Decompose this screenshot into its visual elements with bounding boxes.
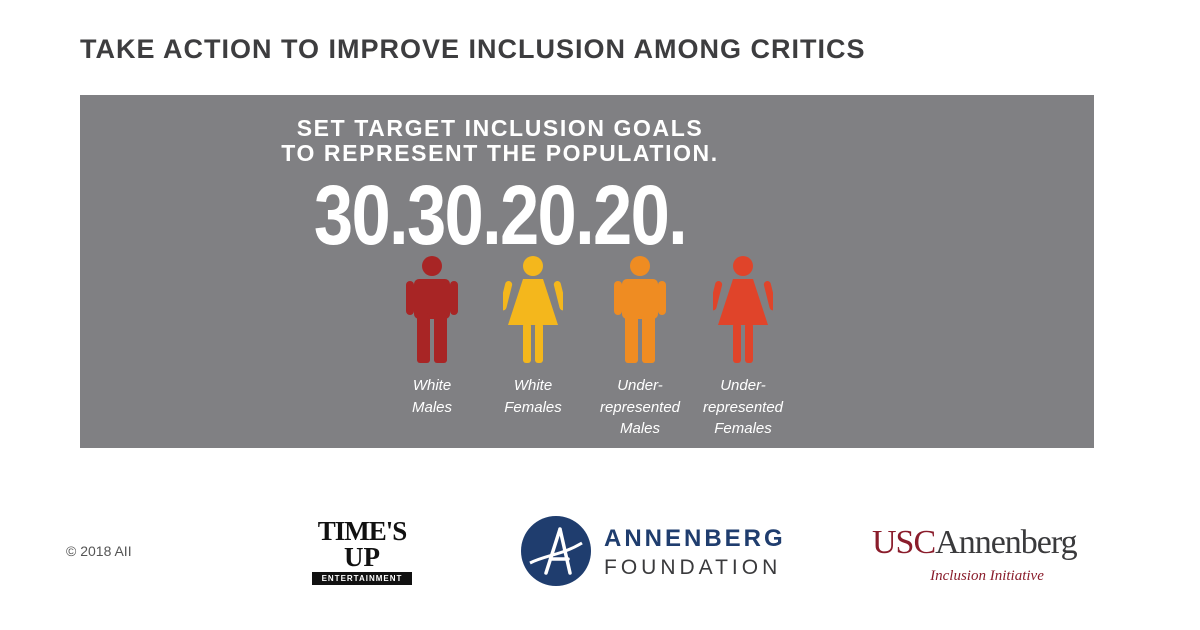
timesup-logo-line2: UP: [344, 542, 380, 572]
annenberg-foundation-name: ANNENBERG: [604, 525, 786, 552]
male-icon: [610, 253, 670, 363]
goal-ratio-headline: 30.30.20.20.: [313, 168, 688, 262]
panel-subtitle-line2: TO REPRESENT THE POPULATION.: [281, 140, 719, 166]
annenberg-foundation-subname: FOUNDATION: [604, 556, 782, 579]
panel-subtitle-line1: SET TARGET INCLUSION GOALS: [296, 115, 704, 141]
annenberg-foundation-logo-mark: [520, 515, 592, 587]
timesup-logo: TIME'S UP ENTERTAINMENT: [312, 518, 412, 585]
female-icon: [713, 253, 773, 363]
goals-panel: SET TARGET INCLUSION GOALS TO REPRESENT …: [80, 95, 1094, 448]
timesup-logo-bar: ENTERTAINMENT: [312, 572, 412, 585]
usc-logo-part2: Annenberg: [935, 524, 1077, 561]
usc-logo-part1: USC: [872, 524, 936, 561]
group-label-white-males: White Males: [411, 377, 452, 416]
group-label-underrepresented-males: Under- represented Males: [599, 377, 681, 437]
page-title: TAKE ACTION TO IMPROVE INCLUSION AMONG C…: [80, 34, 866, 64]
group-label-underrepresented-females: Under- represented Females: [702, 377, 784, 437]
timesup-logo-line1: TIME'S: [317, 516, 408, 546]
group-label-white-females: White Females: [504, 377, 562, 416]
usc-annenberg-logo: USCAnnenberg: [872, 524, 1078, 562]
male-icon: [402, 253, 462, 363]
female-icon: [503, 253, 563, 363]
copyright-text: © 2018 AII: [66, 543, 132, 559]
usc-inclusion-initiative-text: Inclusion Initiative: [930, 568, 1044, 584]
